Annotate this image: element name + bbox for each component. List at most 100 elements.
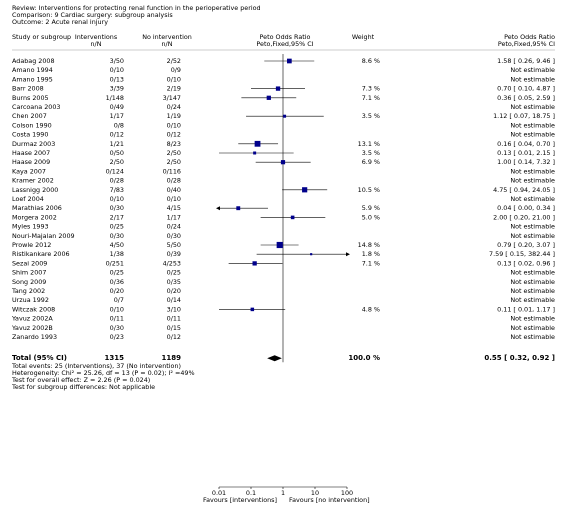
control-count: 0/24 xyxy=(167,223,181,231)
interventions-count: 0/12 xyxy=(110,131,124,139)
column-header: Weight xyxy=(352,33,375,41)
study-name: Durmaz 2003 xyxy=(12,140,55,148)
weight: 3.5 % xyxy=(362,112,380,120)
study-name: Urzua 1992 xyxy=(12,296,49,304)
interventions-count: 0/20 xyxy=(110,287,124,295)
study-name: Morgera 2002 xyxy=(12,213,57,221)
control-count: 1/19 xyxy=(167,112,181,120)
study-name: Costa 1990 xyxy=(12,131,48,139)
weight: 8.6 % xyxy=(362,57,380,65)
estimate: 1.00 [ 0.14, 7.32 ] xyxy=(497,158,555,166)
control-count: 0/20 xyxy=(167,287,181,295)
estimate: Not estimable xyxy=(510,278,555,286)
interventions-count: 0/28 xyxy=(110,177,124,185)
estimate: Not estimable xyxy=(510,75,555,83)
x-tick-label: 0.01 xyxy=(212,489,226,497)
control-count: 1/17 xyxy=(167,213,181,221)
study-name: Burns 2005 xyxy=(12,94,49,102)
footnote: Test for overall effect: Z = 2.26 (P = 0… xyxy=(11,376,150,384)
control-count: 2/19 xyxy=(167,85,181,93)
column-header: Peto,Fixed,95% CI xyxy=(256,40,313,48)
control-count: 4/15 xyxy=(167,204,181,212)
weight: 13.1 % xyxy=(358,140,380,148)
study-name: Marathias 2006 xyxy=(12,204,62,212)
comparison: Comparison: 9 Cardiac surgery: subgroup … xyxy=(12,11,173,19)
study-name: Song 2009 xyxy=(12,278,46,286)
footnote: Test for subgroup differences: Not appli… xyxy=(11,383,155,391)
estimate: 0.13 [ 0.02, 0.96 ] xyxy=(497,259,555,267)
estimate: 4.75 [ 0.94, 24.05 ] xyxy=(493,186,555,194)
point-estimate xyxy=(276,241,283,249)
study-name: Chen 2007 xyxy=(12,112,47,120)
control-count: 0/11 xyxy=(167,315,181,323)
study-name: Myles 1993 xyxy=(12,223,49,231)
study-name: Shim 2007 xyxy=(12,269,46,277)
study-name: Lassnigg 2000 xyxy=(12,186,58,194)
interventions-count: 7/83 xyxy=(110,186,124,194)
column-header: Peto Odds Ratio xyxy=(260,33,311,41)
ci-arrow xyxy=(346,252,350,257)
weight: 1.8 % xyxy=(362,250,380,258)
interventions-count: 0/25 xyxy=(110,223,124,231)
control-count: 3/147 xyxy=(163,94,181,102)
control-count: 0/9 xyxy=(171,66,181,74)
control-count: 2/52 xyxy=(167,57,181,65)
weight: 7.1 % xyxy=(362,259,380,267)
estimate: Not estimable xyxy=(510,232,555,240)
interventions-count: 2/50 xyxy=(110,158,124,166)
study-name: Haase 2007 xyxy=(12,149,50,157)
interventions-count: 2/17 xyxy=(110,213,124,221)
control-count: 0/10 xyxy=(167,121,181,129)
interventions-count: 0/13 xyxy=(110,75,124,83)
control-count: 0/14 xyxy=(167,296,181,304)
estimate: Not estimable xyxy=(510,177,555,185)
estimate: Not estimable xyxy=(510,195,555,203)
weight: 14.8 % xyxy=(358,241,380,249)
point-estimate xyxy=(236,206,241,211)
estimate: 0.55 [ 0.32, 0.92 ] xyxy=(484,354,555,362)
interventions-count: 4/50 xyxy=(110,241,124,249)
estimate: 1.12 [ 0.07, 18.75 ] xyxy=(493,112,555,120)
control-count: 0/12 xyxy=(167,131,181,139)
favours-right: Favours [no intervention] xyxy=(289,496,370,504)
study-name: Nouri-Majalan 2009 xyxy=(12,232,75,240)
control-count: 8/23 xyxy=(167,140,181,148)
interventions-count: 0/10 xyxy=(110,305,124,313)
weight: 3.5 % xyxy=(362,149,380,157)
estimate: 0.13 [ 0.01, 2.15 ] xyxy=(497,149,555,157)
weight: 6.9 % xyxy=(362,158,380,166)
estimate: 0.36 [ 0.05, 2.59 ] xyxy=(497,94,555,102)
study-name: Yavuz 2002B xyxy=(11,324,53,332)
interventions-count: 0/8 xyxy=(114,121,124,129)
control-count: 1189 xyxy=(162,354,182,362)
study-name: Prowle 2012 xyxy=(12,241,51,249)
estimate: Not estimable xyxy=(510,103,555,111)
control-count: 0/12 xyxy=(167,333,181,341)
point-estimate xyxy=(253,151,257,155)
estimate: Not estimable xyxy=(510,324,555,332)
estimate: Not estimable xyxy=(510,287,555,295)
review-title: Review: Interventions for protecting ren… xyxy=(12,4,261,12)
point-estimate xyxy=(280,160,286,165)
footnote: Heterogeneity: Chi² = 25.26, df = 13 (P … xyxy=(12,369,195,377)
estimate: Not estimable xyxy=(510,223,555,231)
favours-left: Favours [interventions] xyxy=(203,496,277,504)
column-header: Interventions xyxy=(75,33,118,41)
interventions-count: 0/10 xyxy=(110,66,124,74)
weight: 100.0 % xyxy=(348,354,380,362)
estimate: 0.04 [ 0.00, 0.34 ] xyxy=(497,204,555,212)
study-name: Witczak 2008 xyxy=(12,305,55,313)
control-count: 0/40 xyxy=(167,186,181,194)
ci-arrow xyxy=(216,206,220,211)
estimate: Not estimable xyxy=(510,296,555,304)
study-name: Ristikankare 2006 xyxy=(12,250,70,258)
point-estimate xyxy=(287,58,292,64)
interventions-count: 0/50 xyxy=(110,149,124,157)
interventions-count: 0/124 xyxy=(106,167,124,175)
interventions-count: 3/39 xyxy=(110,85,124,93)
estimate: 0.16 [ 0.04, 0.70 ] xyxy=(497,140,555,148)
study-name: Yavuz 2002A xyxy=(11,315,53,323)
interventions-count: 0/23 xyxy=(110,333,124,341)
interventions-count: 0/30 xyxy=(110,324,124,332)
control-count: 0/30 xyxy=(167,232,181,240)
